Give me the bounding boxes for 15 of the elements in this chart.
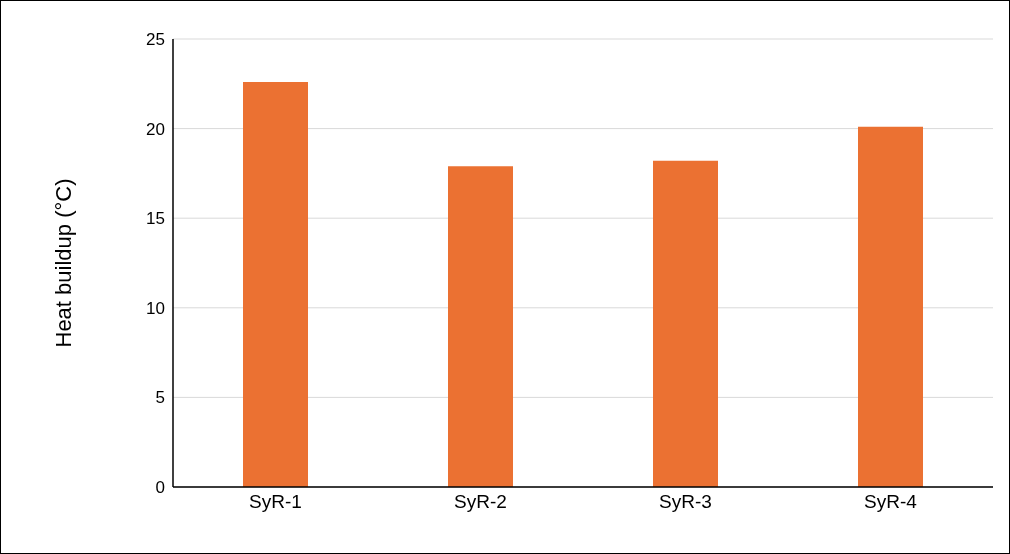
- y-tick-label: 25: [146, 30, 165, 50]
- y-tick-label: 15: [146, 209, 165, 229]
- x-tick-label: SyR-1: [249, 491, 302, 513]
- x-tick-label: SyR-3: [659, 491, 712, 513]
- x-tick-label: SyR-4: [864, 491, 918, 513]
- bar: [653, 160, 718, 487]
- bar: [448, 166, 513, 487]
- bar: [858, 126, 923, 487]
- y-axis-title: Heat buildup (°C): [50, 178, 76, 348]
- y-tick-label: 20: [146, 119, 165, 139]
- y-tick-label: 5: [155, 388, 165, 408]
- x-tick-label: SyR-2: [454, 491, 507, 513]
- bar: [243, 82, 308, 487]
- y-tick-label: 0: [155, 478, 165, 498]
- y-tick-label: 10: [146, 298, 165, 318]
